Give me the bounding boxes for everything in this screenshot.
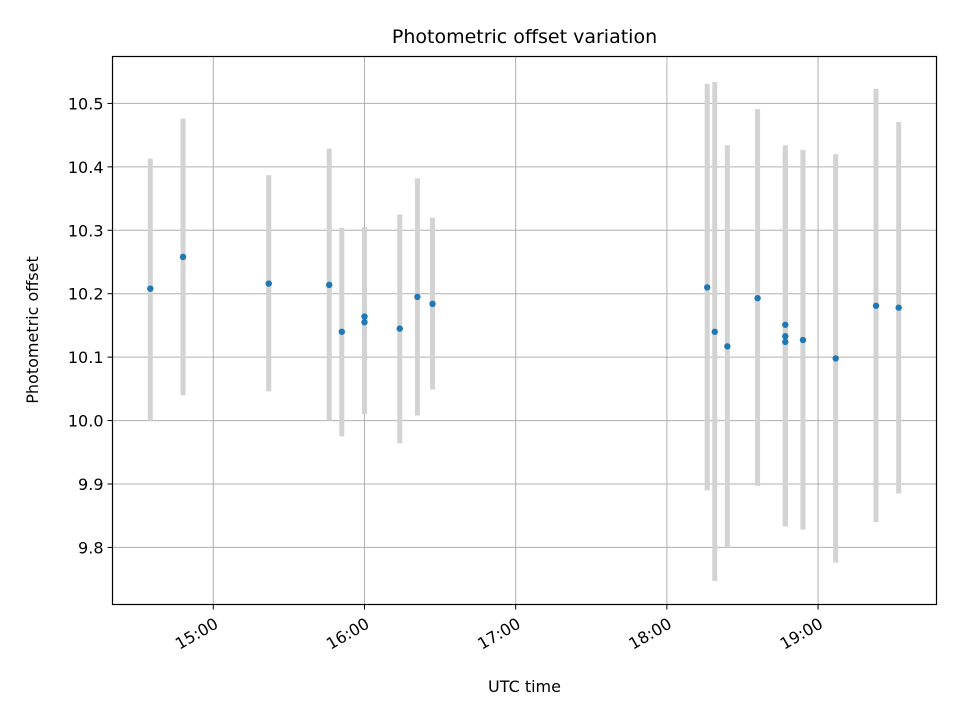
data-point [895, 304, 902, 311]
data-point [361, 319, 368, 326]
data-point [361, 313, 368, 320]
y-tick-label: 10.4 [68, 158, 104, 177]
data-point [711, 328, 718, 335]
data-point [782, 338, 789, 346]
data-point [147, 285, 154, 292]
data-point [429, 300, 436, 308]
data-point [782, 321, 789, 328]
y-tick-label: 10.1 [68, 348, 104, 367]
y-axis-ticks: 9.8 9.9 10.0 10.1 10.2 10.3 10.4 10.5 [68, 94, 113, 557]
data-point [414, 293, 421, 301]
data-point [724, 343, 731, 350]
y-tick-label: 10.3 [68, 221, 104, 240]
data-point [754, 294, 761, 302]
y-tick-label: 9.9 [78, 475, 103, 494]
data-point [179, 253, 187, 261]
plot-frame [111, 55, 938, 606]
data-point [832, 355, 839, 362]
data-point [872, 302, 880, 309]
x-axis-label: UTC time [488, 677, 561, 696]
chart-title: Photometric offset variation [392, 26, 657, 48]
y-tick-label: 10.2 [68, 285, 104, 304]
y-tick-label: 9.8 [78, 538, 103, 557]
data-point [782, 333, 789, 340]
data-point [703, 284, 711, 291]
data-points [147, 253, 902, 362]
data-point [338, 328, 346, 335]
y-tick-label: 10.0 [68, 412, 104, 431]
data-point [799, 336, 807, 344]
y-axis-label: Photometric offset [23, 256, 42, 404]
data-point [396, 325, 403, 332]
grid-lines [112, 56, 937, 605]
data-point [265, 280, 272, 287]
y-tick-label: 10.5 [68, 94, 104, 113]
data-point [326, 281, 333, 289]
